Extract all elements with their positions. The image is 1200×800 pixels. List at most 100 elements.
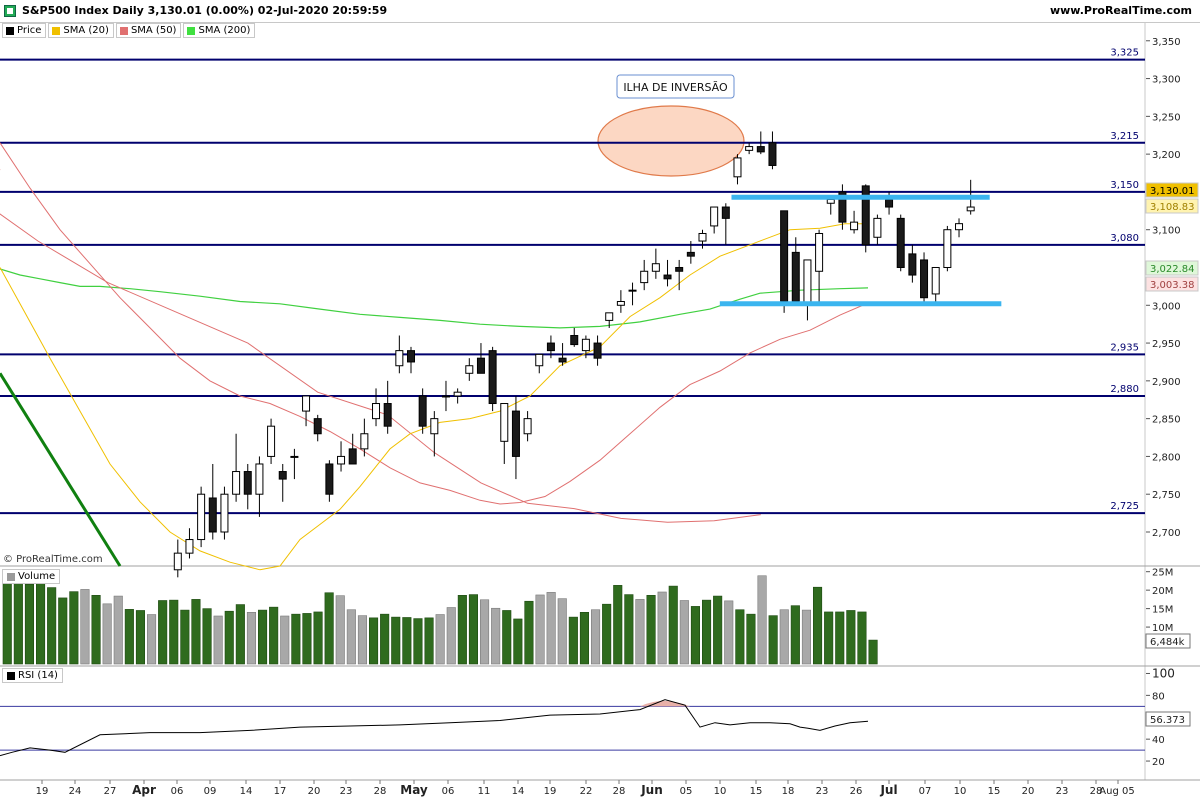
rsi-tick-label: 40 bbox=[1152, 735, 1165, 746]
volume-bar bbox=[180, 609, 190, 665]
volume-bar bbox=[701, 599, 712, 665]
volume-bar bbox=[391, 616, 401, 665]
price-tick-label: 3,250 bbox=[1152, 112, 1181, 123]
legend-sma200[interactable]: SMA (200) bbox=[183, 23, 256, 38]
candle-body bbox=[185, 539, 194, 554]
candle bbox=[803, 259, 812, 321]
candle-body bbox=[955, 223, 964, 231]
time-axis-label: 18 bbox=[782, 786, 795, 797]
volume-bar bbox=[424, 617, 434, 665]
volume-bar bbox=[812, 586, 823, 665]
candle-body bbox=[395, 350, 404, 367]
volume-bar bbox=[724, 600, 734, 665]
volume-panel-label[interactable]: Volume bbox=[2, 569, 61, 584]
candle bbox=[302, 395, 311, 427]
candle-body bbox=[488, 350, 497, 405]
volume-bar bbox=[335, 595, 345, 665]
candle-body bbox=[616, 301, 625, 306]
site-url[interactable]: www.ProRealTime.com bbox=[1049, 4, 1192, 17]
candle-body bbox=[383, 403, 392, 427]
time-axis-label: Jun bbox=[640, 783, 663, 797]
candle-body bbox=[908, 253, 917, 276]
time-axis-label: 14 bbox=[512, 786, 525, 797]
candle bbox=[407, 346, 415, 374]
price-tick-label: 2,700 bbox=[1152, 528, 1181, 539]
rsi-panel-label[interactable]: RSI (14) bbox=[2, 668, 63, 683]
rsi-last-label: 56.373 bbox=[1150, 715, 1185, 726]
candle-body bbox=[430, 418, 439, 435]
candle bbox=[185, 528, 194, 559]
volume-bar bbox=[624, 594, 634, 665]
candle-body bbox=[943, 229, 952, 268]
volume-bar bbox=[302, 613, 312, 665]
volume-bar bbox=[457, 595, 467, 665]
candle bbox=[208, 463, 217, 540]
candle-body bbox=[651, 263, 660, 272]
candle-body bbox=[768, 142, 777, 166]
green-trend-line bbox=[0, 372, 122, 567]
annotation-text: ILHA DE INVERSÃO bbox=[623, 81, 728, 94]
candle bbox=[395, 335, 404, 374]
candle-body bbox=[255, 463, 264, 495]
candle-body bbox=[640, 270, 649, 284]
legend-price[interactable]: Price bbox=[2, 23, 47, 38]
candle-body bbox=[570, 335, 579, 346]
volume-bar bbox=[368, 617, 379, 665]
time-axis-label: 17 bbox=[274, 786, 287, 797]
time-axis-label: 07 bbox=[919, 786, 932, 797]
candle-body bbox=[850, 221, 859, 231]
rsi-tick-label: 20 bbox=[1152, 757, 1165, 768]
price-tick-label: 3,200 bbox=[1152, 150, 1181, 161]
candle-body bbox=[278, 471, 287, 480]
candle-body bbox=[920, 259, 929, 299]
candle-body bbox=[838, 191, 847, 223]
volume-bar bbox=[546, 592, 556, 665]
legend-sma50-label: SMA (50) bbox=[130, 25, 177, 36]
candle-body bbox=[441, 395, 450, 398]
candle bbox=[791, 237, 800, 306]
time-axis-label: 23 bbox=[1056, 786, 1069, 797]
volume-bar bbox=[191, 599, 201, 665]
chart-window-icon[interactable] bbox=[4, 5, 16, 17]
legend-sma20[interactable]: SMA (20) bbox=[48, 23, 114, 38]
time-axis-label: 19 bbox=[36, 786, 49, 797]
volume-bar bbox=[257, 609, 268, 665]
volume-bar bbox=[435, 614, 445, 665]
candle bbox=[943, 225, 952, 272]
volume-bar bbox=[846, 610, 856, 665]
volume-bar bbox=[590, 609, 601, 665]
rsi-last-tag bbox=[1145, 711, 1191, 727]
candle-body bbox=[896, 217, 905, 268]
rsi-label: RSI (14) bbox=[18, 670, 58, 681]
price-tick-label: 2,950 bbox=[1152, 339, 1181, 350]
volume-bar bbox=[202, 608, 212, 665]
candle-body bbox=[337, 455, 346, 465]
rsi-tick-label: 100 bbox=[1152, 666, 1175, 680]
rsi-swatch bbox=[7, 671, 15, 680]
candle bbox=[220, 486, 229, 540]
candle-body bbox=[791, 251, 800, 302]
candle-body bbox=[208, 497, 217, 533]
volume-bar bbox=[35, 579, 46, 665]
legend-sma20-label: SMA (20) bbox=[63, 25, 109, 36]
volume-bar bbox=[746, 613, 756, 665]
price-tick-label: 3,300 bbox=[1152, 75, 1181, 86]
level-label: 3,215 bbox=[1110, 131, 1139, 142]
legend-sma50[interactable]: SMA (50) bbox=[115, 23, 182, 38]
candle-body bbox=[966, 206, 975, 212]
volume-bar bbox=[713, 595, 723, 665]
price-value-tag bbox=[1145, 198, 1199, 214]
candle bbox=[780, 210, 789, 313]
rsi-tick-label: 80 bbox=[1152, 691, 1165, 702]
candle-body bbox=[197, 493, 206, 541]
volume-last-tag bbox=[1145, 633, 1191, 649]
chart-title: S&P500 Index Daily 3,130.01 (0.00%) 02-J… bbox=[22, 4, 388, 17]
time-axis-label: 27 bbox=[104, 786, 117, 797]
copyright-text: © ProRealTime.com bbox=[3, 554, 103, 565]
volume-bar bbox=[113, 595, 123, 665]
candle bbox=[197, 486, 206, 548]
candle bbox=[710, 206, 719, 234]
level-label: 3,080 bbox=[1110, 233, 1139, 244]
candle-body bbox=[803, 259, 812, 306]
